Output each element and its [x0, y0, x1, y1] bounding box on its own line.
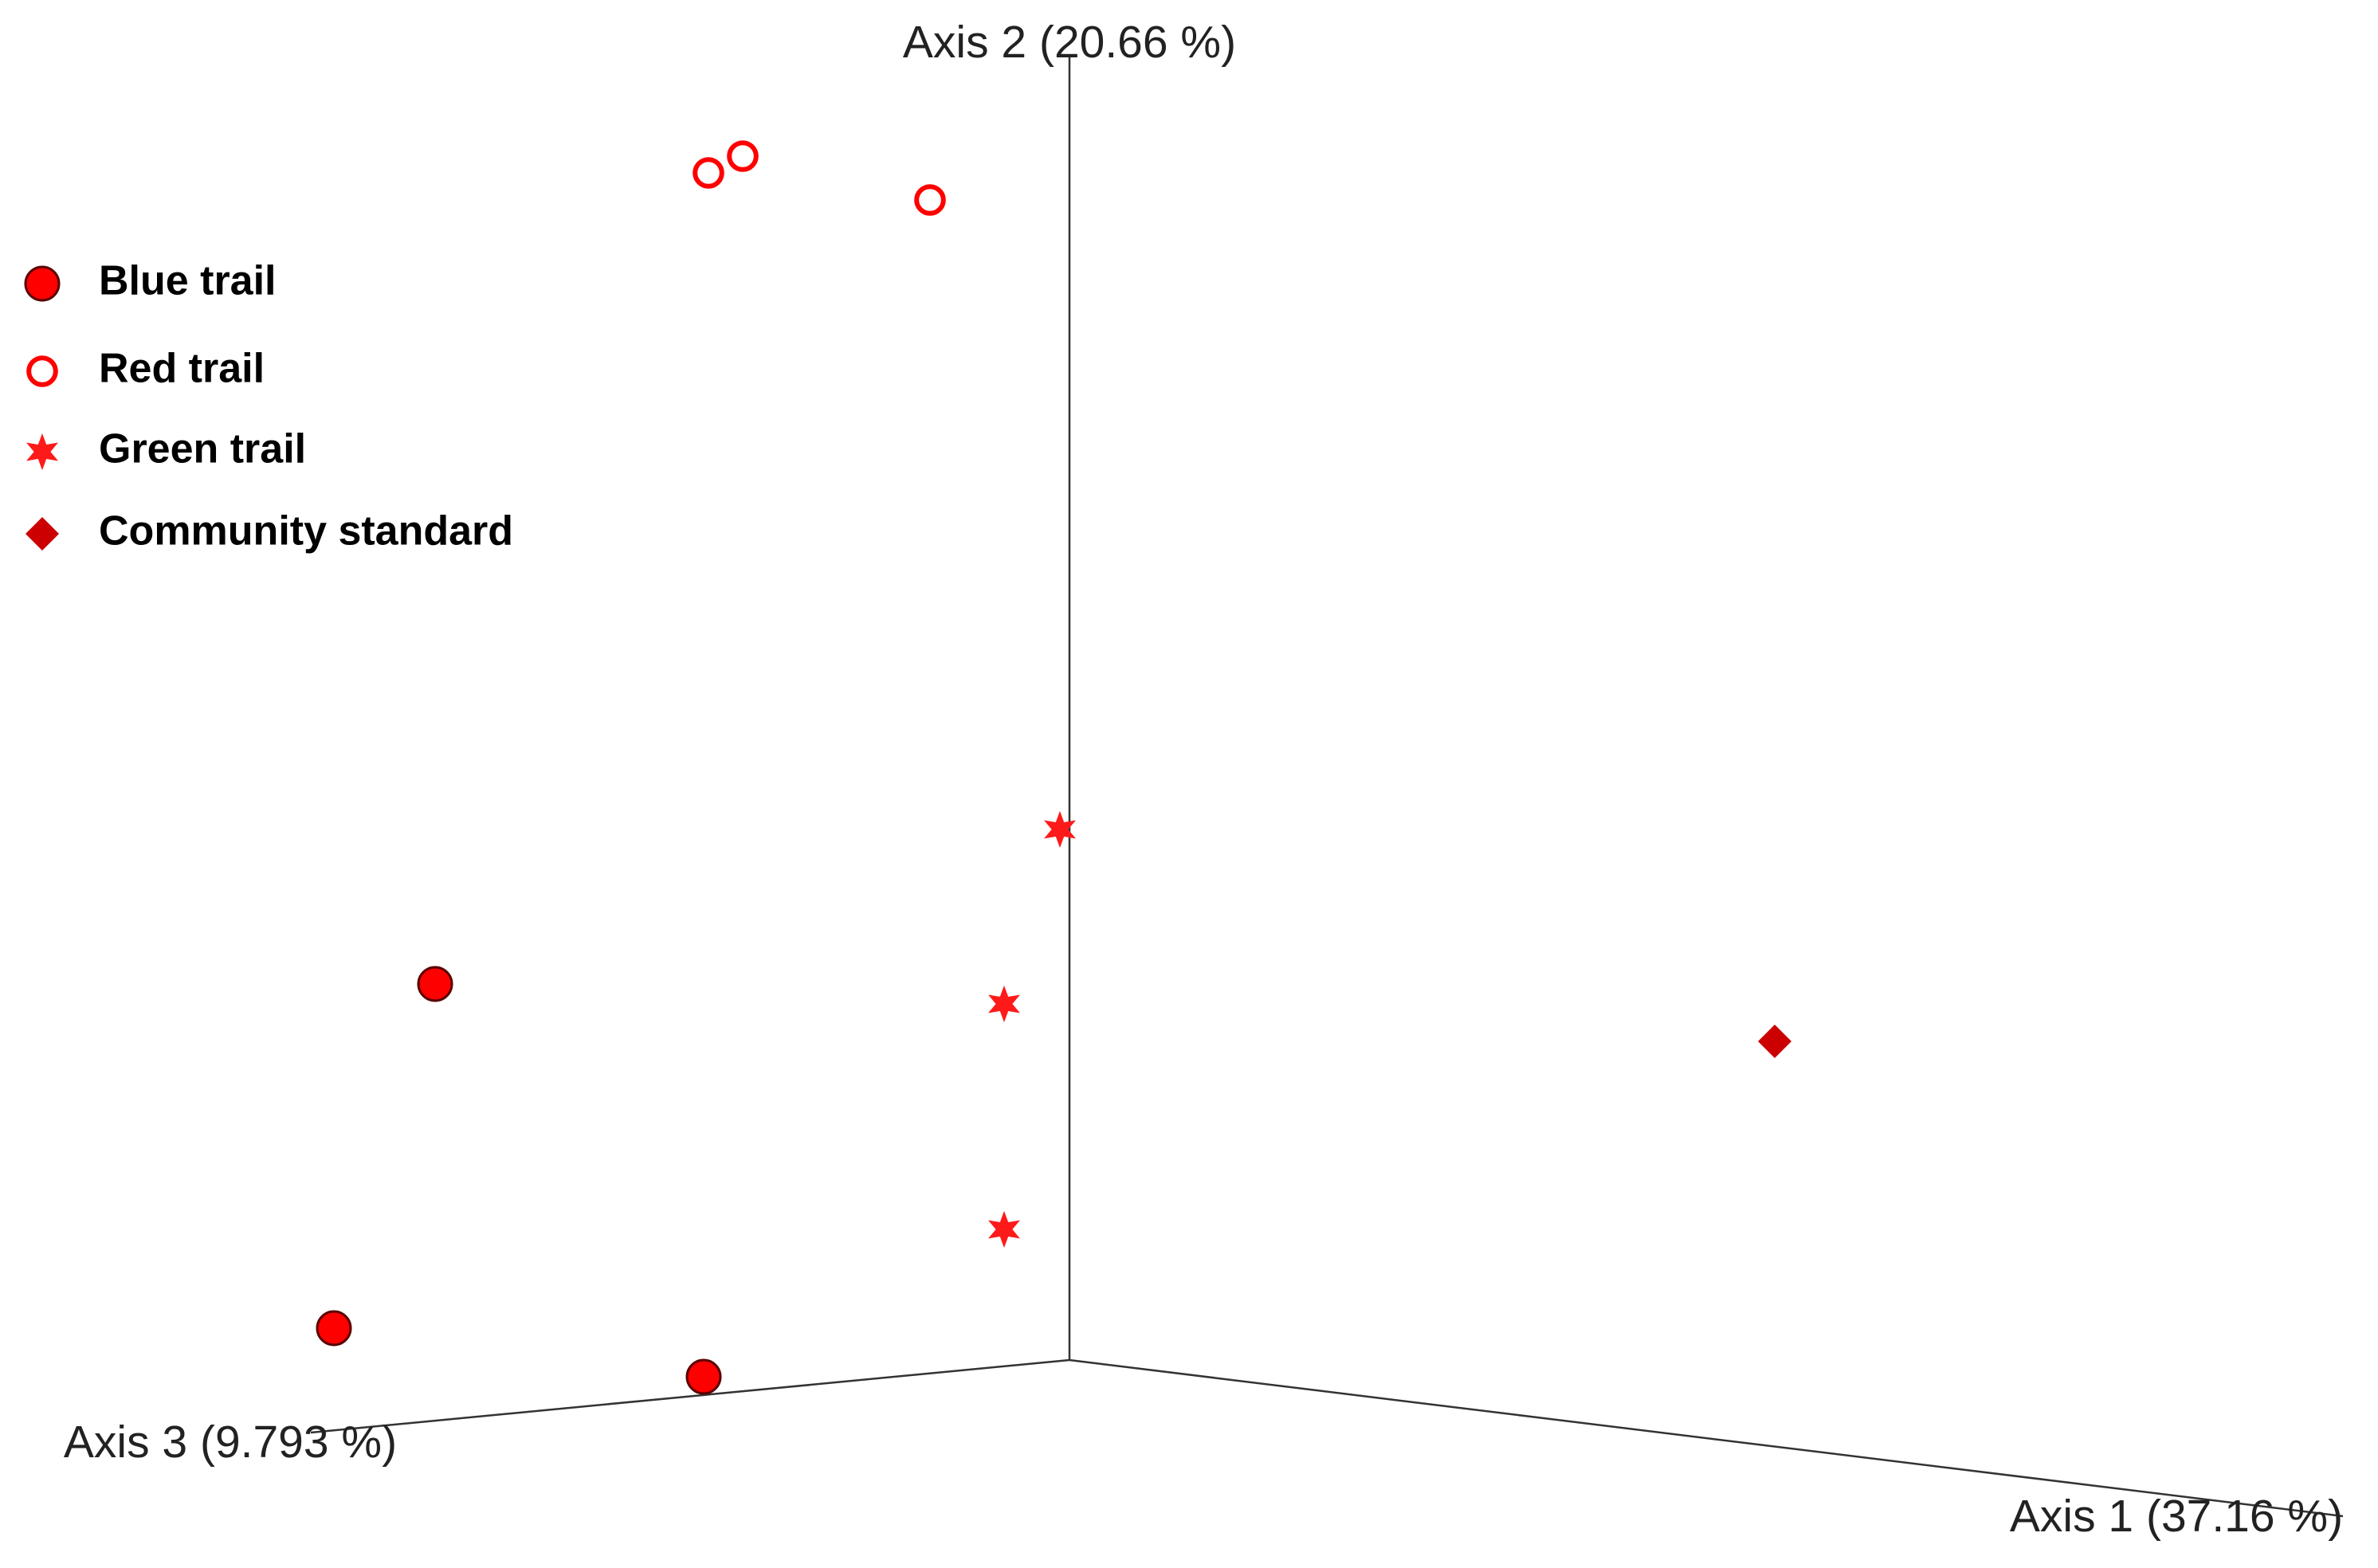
axis-1-line — [1069, 1358, 2344, 1518]
axis-label: Axis 2 (20.66 %) — [903, 17, 1236, 68]
axis-label: Axis 1 (37.16 %) — [2010, 1491, 2343, 1542]
legend-label: Community standard — [99, 508, 513, 555]
legend-label: Blue trail — [99, 258, 277, 304]
axis-3-line — [310, 1358, 1070, 1434]
legend-marker — [26, 433, 58, 471]
data-point — [988, 985, 1020, 1023]
legend-marker — [24, 265, 61, 302]
axis-label: Axis 3 (9.793 %) — [64, 1417, 397, 1468]
legend-marker — [26, 355, 58, 387]
data-point — [693, 157, 724, 189]
data-point — [1044, 810, 1076, 849]
legend-label: Red trail — [99, 346, 265, 392]
data-point — [914, 184, 946, 216]
data-point — [988, 1210, 1020, 1249]
legend-label: Green trail — [99, 426, 306, 472]
data-point — [1758, 1025, 1791, 1058]
legend-marker — [26, 517, 59, 551]
data-point — [685, 1358, 722, 1395]
data-point — [417, 966, 453, 1002]
data-point — [316, 1310, 352, 1347]
data-point — [727, 140, 759, 172]
